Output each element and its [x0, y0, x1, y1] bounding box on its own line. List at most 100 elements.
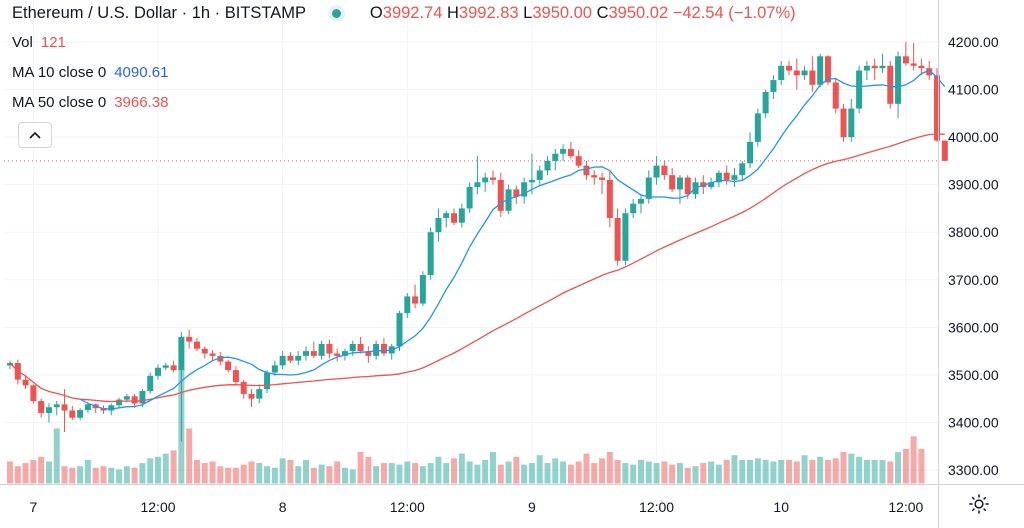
candle-body [684, 177, 691, 195]
moving-averages [9, 69, 946, 410]
time-tick-label: 7 [29, 499, 37, 515]
volume-bar [38, 456, 45, 484]
candle-body [887, 65, 894, 104]
candle-body [396, 313, 403, 347]
candle-body [295, 355, 302, 361]
volume-bar [482, 459, 489, 484]
candle-body [762, 91, 769, 114]
candle-body [240, 382, 247, 394]
ma50-legend[interactable]: MA 50 close 0 3966.38 [12, 94, 169, 111]
volume-bar [809, 459, 816, 484]
volume-bar [731, 455, 738, 484]
volume-bar [715, 464, 722, 484]
volume-bar [279, 458, 286, 484]
volume-bar [30, 459, 37, 484]
candle-body [201, 348, 208, 354]
volume-bar [653, 463, 660, 484]
volume-bar [622, 463, 629, 484]
volume-bar [887, 461, 894, 484]
symbol-title[interactable]: Ethereum / U.S. Dollar · 1h · BITSTAMP [12, 4, 306, 22]
candle-body [934, 75, 941, 141]
volume-bar [848, 453, 855, 484]
volume-bar [645, 461, 652, 484]
time-tick-label: 8 [279, 499, 287, 515]
volume-bar [287, 459, 294, 484]
candle-body [61, 404, 68, 411]
collapse-legend-button[interactable] [18, 122, 52, 148]
candle-body [209, 353, 216, 356]
volume-bar [466, 461, 473, 484]
volume-bar [147, 458, 154, 484]
candle-body [162, 365, 169, 368]
volume-bar [630, 464, 637, 484]
candle-body [357, 343, 364, 352]
volume-legend[interactable]: Vol 121 [12, 34, 66, 51]
volume-bar [232, 467, 239, 484]
time-tick-label: 12:00 [140, 499, 175, 515]
candle-body [458, 208, 465, 223]
candle-body [225, 361, 232, 371]
price-tick-label: 4000.00 [948, 129, 999, 145]
candle-body [747, 141, 754, 164]
ma10-legend[interactable]: MA 10 close 0 4090.61 [12, 64, 169, 81]
price-tick-label: 3400.00 [948, 414, 999, 430]
volume-bar [591, 463, 598, 484]
volume-bar [747, 459, 754, 484]
candle-body [178, 336, 185, 371]
candle-body [256, 389, 263, 399]
candle-body [108, 405, 115, 411]
candle-body [318, 343, 325, 356]
volume-bar [575, 461, 582, 484]
volume-bar [100, 466, 107, 484]
volume-bar [131, 467, 138, 484]
market-status-icon [332, 8, 342, 18]
volume-bar [871, 459, 878, 484]
volume-bar [427, 463, 434, 484]
volume-bar [489, 452, 496, 484]
volume-bar [264, 466, 271, 484]
price-tick-label: 3500.00 [948, 367, 999, 383]
candle-body [902, 56, 909, 64]
candle-body [840, 108, 847, 138]
candle-body [630, 203, 637, 214]
volume-bar [22, 463, 29, 484]
volume-bar [793, 461, 800, 484]
volume-bar [902, 448, 909, 484]
volume-bar [606, 452, 613, 484]
candle-body [622, 213, 629, 261]
volume-bar [708, 461, 715, 484]
settings-gear-icon[interactable] [963, 488, 995, 520]
volume-bar [474, 464, 481, 484]
candle-body [653, 165, 660, 178]
candle-body [186, 336, 193, 342]
candle-body [427, 232, 434, 276]
volume-bar [786, 459, 792, 484]
volume-bar [661, 461, 668, 484]
candle-body [326, 343, 333, 354]
volume-bar [162, 453, 169, 484]
candle-body [412, 296, 419, 304]
volume-bar [700, 463, 707, 484]
candle-body [552, 153, 559, 161]
volume-bar [770, 461, 777, 484]
candle-body [637, 198, 644, 204]
candle-body [69, 410, 76, 418]
candle-body [606, 179, 613, 218]
volume-bar [373, 466, 380, 484]
volume-bar [614, 459, 621, 484]
grid [4, 0, 938, 484]
volume-bar [458, 453, 465, 484]
volume-bar [824, 459, 831, 484]
candle-body [801, 70, 808, 76]
candle-body [879, 65, 886, 69]
volume-bar [186, 428, 193, 484]
volume-bar [863, 459, 870, 484]
volume-bar [567, 464, 574, 484]
volume-bars [7, 365, 925, 484]
legend-header: Ethereum / U.S. Dollar · 1h · BITSTAMP O… [12, 4, 796, 23]
candle-body [334, 353, 341, 356]
ma10-line [79, 69, 946, 410]
candle-body [770, 80, 777, 92]
volume-bar [669, 464, 676, 484]
